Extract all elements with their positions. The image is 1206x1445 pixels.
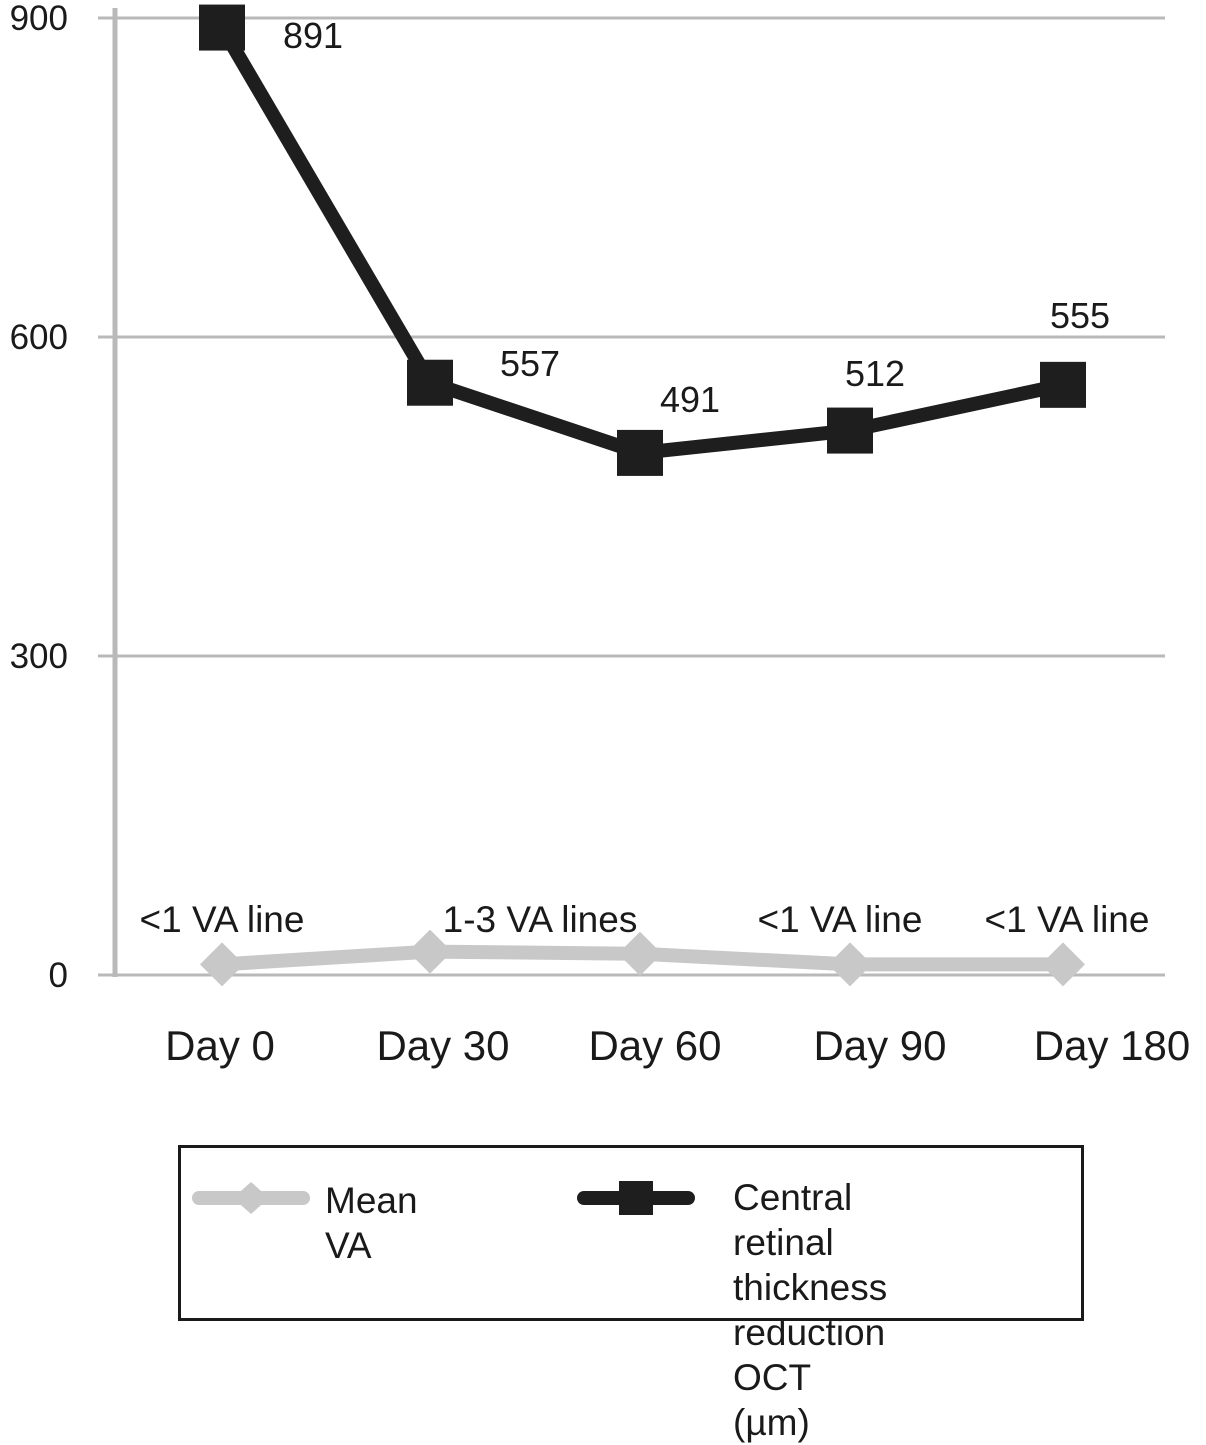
mean-va-swatch-icon	[192, 1182, 310, 1214]
crt-line	[215, 24, 1065, 460]
crt-data-label: 491	[660, 379, 720, 420]
crt-point	[827, 407, 873, 454]
mean-va-point	[408, 929, 452, 974]
chart: 0 300 600 900 Day 0 Day 30 Day 60 Day 90 Day 18…	[10, 0, 1191, 1069]
y-tick-label: 600	[10, 318, 68, 357]
series-layer	[199, 4, 1086, 987]
mean-va-point	[618, 931, 662, 976]
crt-point	[199, 4, 245, 51]
mean-va-label: <1 VA line	[985, 899, 1150, 940]
y-tick-labels: 0 300 600 900	[10, 0, 68, 995]
grid	[98, 16, 1165, 977]
mean-va-point	[1041, 942, 1085, 987]
mean-va-label: <1 VA line	[758, 899, 923, 940]
legend: Mean VA Central retinal thickness reduct…	[178, 1145, 1084, 1443]
legend-label-mean-va: Mean VA	[325, 1180, 418, 1266]
y-tick-label: 300	[10, 637, 68, 676]
x-tick-label: Day 0	[165, 1022, 275, 1069]
crt-point	[407, 359, 453, 406]
y-tick-label: 0	[49, 956, 68, 995]
x-tick-label: Day 180	[1034, 1022, 1190, 1069]
y-tick-label: 900	[10, 0, 68, 38]
mean-va-label: <1 VA line	[140, 899, 305, 940]
x-tick-label: Day 90	[813, 1022, 946, 1069]
crt-point	[1040, 361, 1086, 408]
crt-data-label: 891	[283, 15, 343, 56]
crt-data-label: 557	[500, 343, 560, 384]
crt-data-label: 555	[1050, 295, 1110, 336]
data-labels: <1 VA line 1-3 VA lines <1 VA line <1 VA li…	[140, 15, 1150, 940]
crt-point	[617, 429, 663, 476]
legend-label-crt: Central retinal thickness reduction OCT …	[733, 1177, 888, 1443]
mean-va-label: 1-3 VA lines	[443, 899, 638, 940]
x-tick-label: Day 60	[588, 1022, 721, 1069]
crt-swatch-icon	[577, 1181, 695, 1215]
crt-data-label: 512	[845, 353, 905, 394]
mean-va-point	[200, 942, 244, 987]
mean-va-point	[828, 942, 872, 987]
x-tick-labels: Day 0 Day 30 Day 60 Day 90 Day 180	[165, 1022, 1190, 1069]
x-tick-label: Day 30	[376, 1022, 509, 1069]
